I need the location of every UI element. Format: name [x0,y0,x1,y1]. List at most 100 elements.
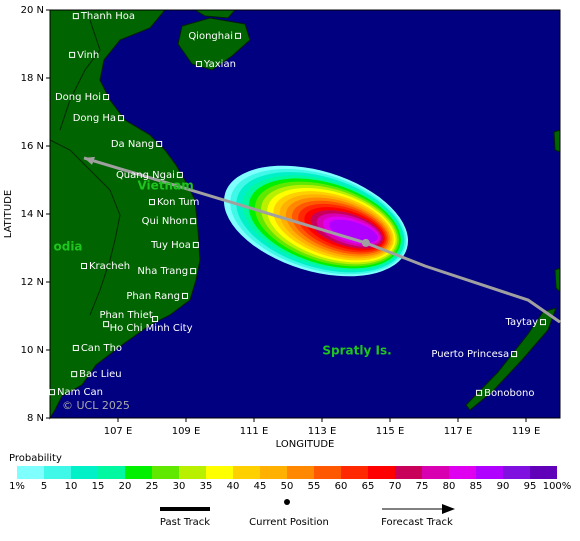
legend-swatch [476,466,503,479]
legend-label: 65 [362,481,375,492]
legend-label: 25 [146,481,159,492]
legend-swatch [71,466,98,479]
legend-swatch [395,466,422,479]
copyright: © UCL 2025 [62,399,130,412]
current-position-label: Current Position [249,517,329,528]
city-marker [72,13,79,20]
city-marker [192,241,199,248]
legend-label: 20 [119,481,132,492]
city-label: Taytay [505,317,539,328]
city-marker [71,371,78,378]
city-marker [190,268,197,275]
city-label: Bac Lieu [79,369,122,380]
city-marker [118,115,125,122]
swath-band [329,219,378,243]
region-label: odia [53,239,82,253]
y-tick-label: 20 N [21,5,44,16]
city-marker [103,94,110,101]
legend-swatch [179,466,206,479]
legend-swatch [98,466,125,479]
legend-swatch [341,466,368,479]
y-tick-label: 10 N [21,345,44,356]
legend-swatch [530,466,557,479]
city-marker [190,218,197,225]
past-track-label: Past Track [160,517,210,528]
legend-label: 5 [41,481,47,492]
legend-label: 1% [9,481,25,492]
x-tick-label: 111 E [240,426,269,437]
city-label: Yaxian [203,59,236,70]
legend-title: Probability [9,453,62,464]
legend-label: 95 [524,481,537,492]
city-marker [149,199,155,206]
city-label: Kon Tum [157,197,199,208]
city-marker [195,61,202,68]
legend-label: 40 [227,481,240,492]
city-label: Tuy Hoa [150,240,191,251]
city-label: Can Tho [81,343,122,354]
x-axis-label: LONGITUDE [276,439,335,450]
legend-label: 30 [173,481,186,492]
legend-swatch [368,466,395,479]
city-label: Quang Ngai [116,170,175,181]
city-marker [49,389,56,396]
city-marker [152,316,159,323]
legend-swatch [449,466,476,479]
city-label: Da Nang [111,139,154,150]
track-arrowhead [84,156,95,165]
city-marker [156,140,163,147]
borders [49,19,121,316]
forecast-arrow [442,504,455,514]
city-label: Qionghai [188,31,233,42]
legend-swatch [152,466,179,479]
storm-track [83,156,561,324]
y-axis-label: LATITUDE [3,190,14,238]
city-marker [176,171,183,178]
city-marker [476,389,483,396]
city-label: Ho Chi Minh City [110,323,193,334]
x-tick-label: 107 E [104,426,133,437]
legend-swatch [206,466,233,479]
legend-label: 15 [92,481,105,492]
legend-swatch [44,466,71,479]
city-marker [235,32,242,39]
y-tick-label: 12 N [21,277,44,288]
legend-label: 80 [443,481,456,492]
city-label: Puerto Princesa [431,349,509,360]
legend-swatch [503,466,530,479]
legend-label: 55 [308,481,321,492]
legend-label: 85 [470,481,483,492]
land [49,9,561,420]
city-label: Phan Thiet [99,310,152,321]
city-label: Vinh [77,50,99,61]
city-label: Kracheh [89,261,130,272]
region-label: Vietnam [137,178,193,192]
current-position [361,238,370,247]
forecast-track-label: Forecast Track [381,517,453,528]
x-tick-label: 117 E [444,426,473,437]
city-label: Nam Can [57,387,103,398]
legend-swatch [287,466,314,479]
x-tick-label: 109 E [172,426,201,437]
x-tick-label: 113 E [308,426,337,437]
city-marker [69,51,76,58]
legend-label: 35 [200,481,213,492]
city-label: Thanh Hoa [80,11,135,22]
x-tick-label: 119 E [512,426,541,437]
city-marker [103,321,110,328]
legend-swatch [314,466,341,479]
legend-swatch [422,466,449,479]
legend-label: 100% [543,481,572,492]
legend-swatch [125,466,152,479]
region-label: Spratly Is. [322,344,391,358]
city-label: Nha Trang [137,266,188,277]
city-label: Phan Rang [126,291,180,302]
legend-swatch [260,466,287,479]
y-tick-label: 18 N [21,73,44,84]
legend-swatch [233,466,260,479]
current-position-key [284,499,290,505]
legend-label: 75 [416,481,429,492]
city-label: Dong Hoi [55,92,101,103]
legend-swatch [17,466,44,479]
